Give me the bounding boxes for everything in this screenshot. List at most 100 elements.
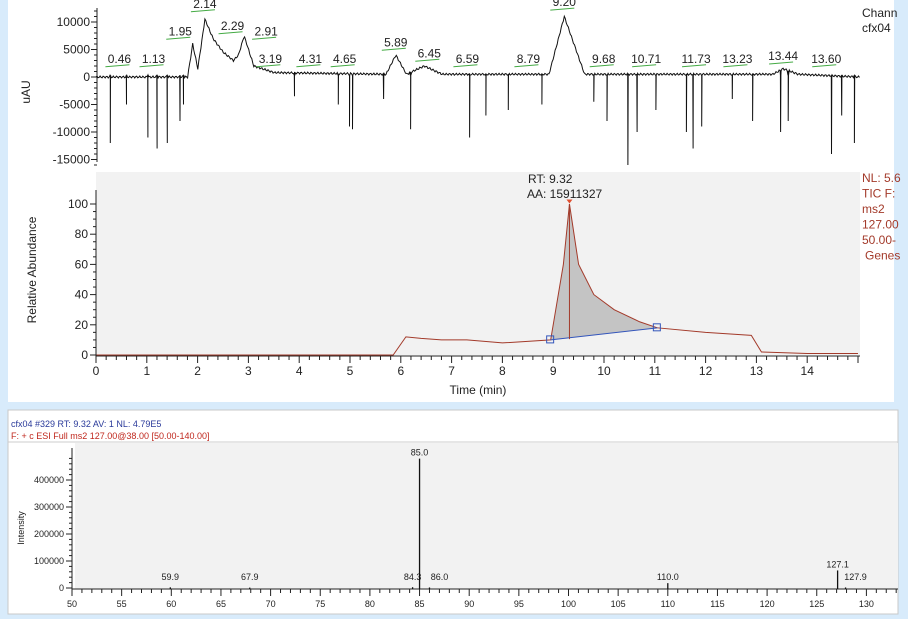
uv-peak-label: 6.59 (456, 52, 480, 66)
spectrum-x-tick-label: 100 (561, 599, 576, 609)
tic-y-tick-label: 80 (75, 227, 89, 241)
uv-peak-label: 13.60 (811, 52, 841, 66)
tic-y-tick-label: 40 (75, 288, 89, 302)
spectrum-x-tick-label: 115 (710, 599, 724, 609)
peak-apex-marker (566, 199, 573, 204)
uv-peak-label: 11.73 (681, 52, 710, 66)
spectrum-x-tick-label: 60 (166, 599, 176, 609)
spectrum-peak-label: 67.9 (241, 572, 259, 582)
spectrum-x-tick-label: 85 (415, 599, 425, 609)
uv-channel-label: Chann (862, 6, 897, 20)
peak-label-underline (415, 58, 440, 62)
uv-peak-label: 4.31 (299, 52, 323, 66)
uv-trace (95, 14, 860, 166)
spectrum-peak-label: 110.0 (657, 572, 679, 582)
ms2-spectrum: 0 100000 200000 300000 400000 50 55 60 65 70 75 80 8… (34, 448, 898, 609)
spectrum-x-tick-label: 55 (117, 599, 127, 609)
uv-y-tick-label: -5000 (59, 98, 90, 112)
spectrum-y-tick-label: 300000 (34, 502, 64, 512)
tic-info-label: NL: 5.6 (862, 171, 901, 185)
peak-label-underline (723, 64, 748, 68)
spectrum-peak-label: 84.3 (404, 572, 422, 582)
peak-label-underline (330, 64, 355, 68)
peak-label-underline (256, 64, 281, 68)
uv-peak-label: 4.65 (333, 52, 357, 66)
uv-peak-label: 13.23 (722, 52, 752, 66)
tic-x-tick-label: 5 (347, 364, 354, 378)
peak-boundary-marker (546, 335, 555, 344)
peak-label-underline (632, 64, 657, 68)
tic-x-tick-label: 2 (194, 364, 201, 378)
spectrum-y-tick-label: 0 (59, 583, 64, 593)
uv-y-tick-label: 0 (83, 70, 90, 84)
tic-x-tick-label: 4 (296, 364, 303, 378)
spectrum-peak-label: 127.9 (844, 572, 867, 582)
peak-label-underline (812, 64, 837, 68)
tic-x-tick-label: 3 (245, 364, 252, 378)
integrated-peak-area (550, 204, 658, 340)
peak-label-underline (105, 64, 130, 68)
tic-x-tick-label: 9 (550, 364, 557, 378)
tic-x-tick-label: 0 (93, 364, 100, 378)
tic-plot-area (96, 172, 860, 355)
uv-peak-label: 1.95 (169, 24, 193, 38)
spectrum-x-tick-label: 90 (464, 599, 474, 609)
spectrum-x-tick-label: 120 (760, 599, 775, 609)
spectrum-x-tick-label: 130 (859, 599, 874, 609)
uv-peak-label: 8.79 (517, 52, 541, 66)
tic-x-tick-label: 13 (750, 364, 764, 378)
uv-peak-label: 2.91 (254, 24, 278, 38)
tic-y-tick-label: 0 (81, 348, 88, 362)
peak-label-underline (769, 61, 794, 65)
tic-info-label: TIC F: (862, 187, 895, 201)
tic-x-tick-label: 14 (801, 364, 815, 378)
peak-rt-label: RT: 9.32 (528, 172, 573, 186)
peak-label-underline (218, 31, 243, 35)
spectrum-plot-area (75, 443, 898, 589)
spectrum-x-tick-label: 125 (809, 599, 824, 609)
spectrum-x-tick-label: 110 (661, 599, 675, 609)
spectrum-y-tick-label: 200000 (34, 529, 64, 539)
uv-peak-label: 2.29 (221, 19, 245, 33)
peak-label-underline (550, 7, 575, 11)
uv-y-tick-label: -10000 (53, 125, 91, 139)
peak-label-underline (589, 64, 614, 68)
spectrum-x-tick-label: 105 (611, 599, 626, 609)
spectrum-x-tick-label: 75 (315, 599, 325, 609)
uv-y-tick-label: 5000 (63, 43, 90, 57)
peak-label-underline (166, 36, 191, 40)
uv-chromatogram: 10000 5000 0 -5000 -10000 -15000 0.46 1.131.95 2… (53, 0, 860, 167)
tic-trace (96, 203, 858, 356)
uv-peak-label: 3.19 (259, 52, 283, 66)
tic-info-label: 127.00 (862, 218, 899, 232)
spectrum-x-tick-label: 65 (216, 599, 226, 609)
spectrum-peak-label: 85.0 (411, 448, 429, 458)
tic-x-tick-label: 6 (397, 364, 404, 378)
tic-x-tick-label: 12 (699, 364, 713, 378)
peak-label-underline (139, 64, 164, 68)
spectrum-x-tick-label: 70 (266, 599, 276, 609)
tic-x-axis-label: Time (min) (450, 383, 507, 397)
peak-baseline (550, 327, 658, 341)
spectrum-y-axis-label: Intensity (16, 511, 26, 545)
peak-boundary-marker (652, 323, 661, 332)
uv-peak-label: 0.46 (108, 52, 132, 66)
peak-label-underline (381, 47, 406, 51)
tic-y-tick-label: 60 (75, 257, 89, 271)
tic-x-tick-label: 7 (448, 364, 455, 378)
uv-y-axis-label: uAU (19, 80, 33, 103)
spectrum-y-tick-label: 100000 (34, 556, 64, 566)
uv-y-tick-label: 10000 (57, 15, 91, 29)
spectrum-x-tick-label: 80 (365, 599, 375, 609)
uv-file-label: cfx04 (862, 21, 891, 35)
peak-label-underline (296, 64, 321, 68)
spectrum-header-scan: cfx04 #329 RT: 9.32 AV: 1 NL: 4.79E5 (11, 419, 161, 429)
uv-peak-label: 13.44 (768, 49, 798, 63)
tic-y-tick-label: 100 (68, 197, 88, 211)
uv-peak-label: 6.45 (418, 46, 442, 60)
tic-y-axis-label: Relative Abundance (25, 216, 39, 323)
uv-peak-label: 5.89 (384, 35, 408, 49)
